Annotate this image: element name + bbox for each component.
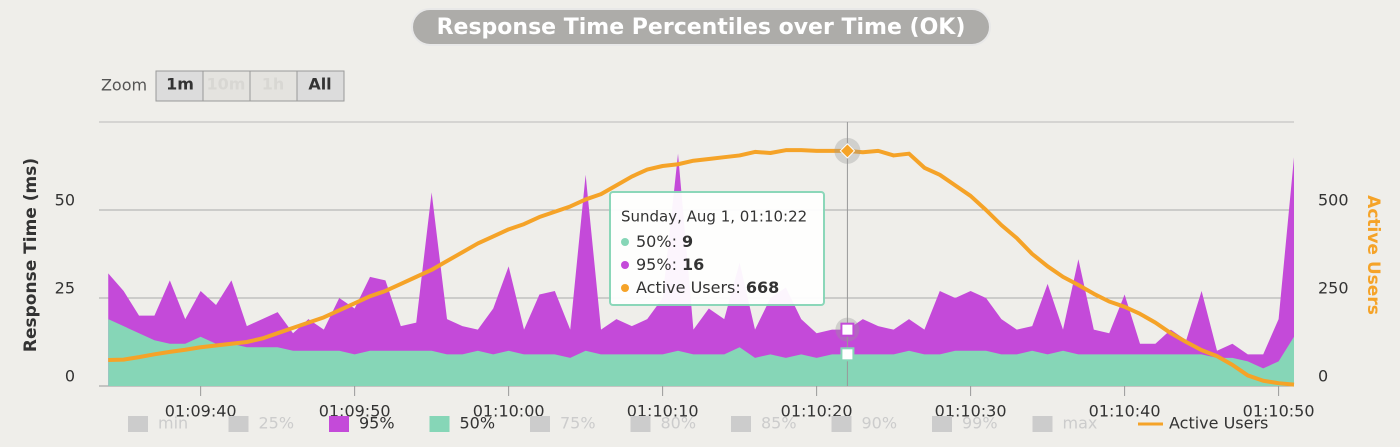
legend-label[interactable]: max <box>1063 414 1098 433</box>
legend-label[interactable]: 75% <box>560 414 596 433</box>
x-tick-label: 01:09:40 <box>165 402 237 421</box>
tooltip-row: Active Users: 668 <box>636 278 779 297</box>
tooltip-label: 95%: <box>636 255 677 274</box>
x-tick-label: 01:10:20 <box>781 402 853 421</box>
legend-swatch <box>831 416 852 432</box>
y-tick-label: 25 <box>55 279 75 298</box>
x-tick-label: 01:10:10 <box>627 402 699 421</box>
legend-swatch <box>932 416 952 432</box>
y2-tick-label: 0 <box>1318 367 1328 386</box>
y-tick-label: 50 <box>55 191 75 210</box>
legend-label[interactable]: 25% <box>259 414 295 433</box>
hover-marker <box>840 347 855 362</box>
legend-swatch <box>329 416 349 432</box>
zoom-button-label[interactable]: 1m <box>166 75 194 94</box>
legend-swatch <box>530 416 550 432</box>
tooltip-value: 9 <box>682 232 693 251</box>
legend-label[interactable]: 50% <box>460 414 496 433</box>
x-tick-label: 01:09:50 <box>319 402 391 421</box>
legend-label[interactable]: 95% <box>359 414 395 433</box>
legend-swatch <box>429 416 450 432</box>
tooltip-box <box>609 191 825 306</box>
y2-tick-label: 500 <box>1318 191 1349 210</box>
legend-label[interactable]: min <box>158 414 188 433</box>
zoom-label: Zoom <box>101 76 147 95</box>
tooltip-row: 95%: 16 <box>636 255 704 274</box>
tooltip-value: 668 <box>746 278 779 297</box>
x-tick-label: 01:10:30 <box>935 402 1007 421</box>
tooltip-value: 16 <box>682 255 704 274</box>
zoom-button[interactable] <box>296 70 345 102</box>
tooltip-label: 50%: <box>636 232 677 251</box>
zoom-button-label[interactable]: 10m <box>207 75 246 94</box>
hover-marker <box>839 143 856 159</box>
tooltip-row: 50%: 9 <box>636 232 693 251</box>
hover-marker <box>840 322 855 337</box>
legend-swatch <box>630 416 651 432</box>
y2-axis-title: Active Users <box>1363 195 1383 315</box>
legend-label[interactable]: 85% <box>761 414 797 433</box>
x-tick-label: 01:10:50 <box>1243 402 1315 421</box>
zoom-button-label[interactable]: 1h <box>262 75 285 94</box>
legend-label[interactable]: Active Users <box>1169 414 1268 433</box>
tooltip-bullet <box>621 284 629 292</box>
chart-title: Response Time Percentiles over Time (OK) <box>437 15 966 40</box>
tooltip-bullet <box>621 261 629 269</box>
zoom-button-label[interactable]: All <box>308 75 331 94</box>
y-axis-title: Response Time (ms) <box>21 158 41 352</box>
zoom-button[interactable] <box>155 70 204 102</box>
line <box>108 148 1295 387</box>
legend-label[interactable]: 99% <box>962 414 998 433</box>
legend-label[interactable]: 90% <box>862 414 898 433</box>
x-tick-label: 01:10:00 <box>473 402 545 421</box>
x-tick-label: 01:10:40 <box>1089 402 1161 421</box>
y2-tick-label: 250 <box>1318 279 1349 298</box>
area <box>108 319 1294 386</box>
tooltip-bullet <box>621 238 629 246</box>
legend-swatch <box>1032 416 1053 432</box>
tooltip: Sunday, Aug 1, 01:10:22 50%: 9 95%: 16 Acti… <box>609 191 825 306</box>
tooltip-label: Active Users: <box>636 278 741 297</box>
tooltip-title: Sunday, Aug 1, 01:10:22 <box>621 208 807 226</box>
legend-swatch <box>731 416 751 432</box>
title-pill <box>411 8 991 46</box>
legend-swatch <box>228 416 249 432</box>
legend-label[interactable]: 80% <box>661 414 697 433</box>
legend-swatch <box>128 416 148 432</box>
area <box>108 153 1294 386</box>
zoom-button[interactable] <box>249 70 298 102</box>
y-tick-label: 0 <box>65 367 75 386</box>
zoom-button[interactable] <box>202 70 251 102</box>
